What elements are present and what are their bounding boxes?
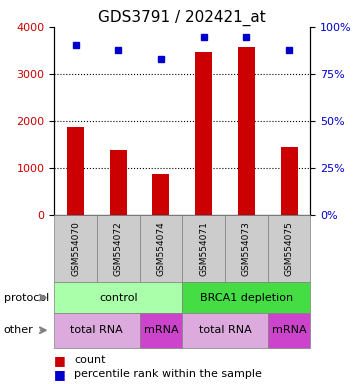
Bar xyxy=(280,147,297,215)
Text: GSM554071: GSM554071 xyxy=(199,221,208,276)
Text: GSM554073: GSM554073 xyxy=(242,221,251,276)
Text: count: count xyxy=(74,355,105,365)
Text: GSM554070: GSM554070 xyxy=(71,221,80,276)
Bar xyxy=(140,313,182,348)
Text: percentile rank within the sample: percentile rank within the sample xyxy=(74,369,262,379)
Bar xyxy=(54,215,97,282)
Text: ■: ■ xyxy=(54,368,66,381)
Bar xyxy=(268,215,310,282)
Bar xyxy=(54,313,140,348)
Text: control: control xyxy=(99,293,138,303)
Bar xyxy=(195,52,212,215)
Bar xyxy=(238,46,255,215)
Text: GSM554072: GSM554072 xyxy=(114,221,123,276)
Text: total RNA: total RNA xyxy=(70,325,123,335)
Text: other: other xyxy=(4,325,33,335)
Text: BRCA1 depletion: BRCA1 depletion xyxy=(200,293,293,303)
Bar xyxy=(225,215,268,282)
Bar xyxy=(54,282,182,313)
Title: GDS3791 / 202421_at: GDS3791 / 202421_at xyxy=(99,9,266,25)
Text: GSM554074: GSM554074 xyxy=(156,221,165,276)
Text: mRNA: mRNA xyxy=(272,325,306,335)
Text: protocol: protocol xyxy=(4,293,49,303)
Bar xyxy=(110,150,127,215)
Bar xyxy=(182,313,268,348)
Bar xyxy=(182,282,310,313)
Bar xyxy=(97,215,140,282)
Bar xyxy=(268,313,310,348)
Bar xyxy=(67,127,84,215)
Text: mRNA: mRNA xyxy=(144,325,178,335)
Text: ■: ■ xyxy=(54,354,66,367)
Bar xyxy=(152,174,170,215)
Text: total RNA: total RNA xyxy=(199,325,251,335)
Text: GSM554075: GSM554075 xyxy=(284,221,293,276)
Bar xyxy=(182,215,225,282)
Bar xyxy=(140,215,182,282)
